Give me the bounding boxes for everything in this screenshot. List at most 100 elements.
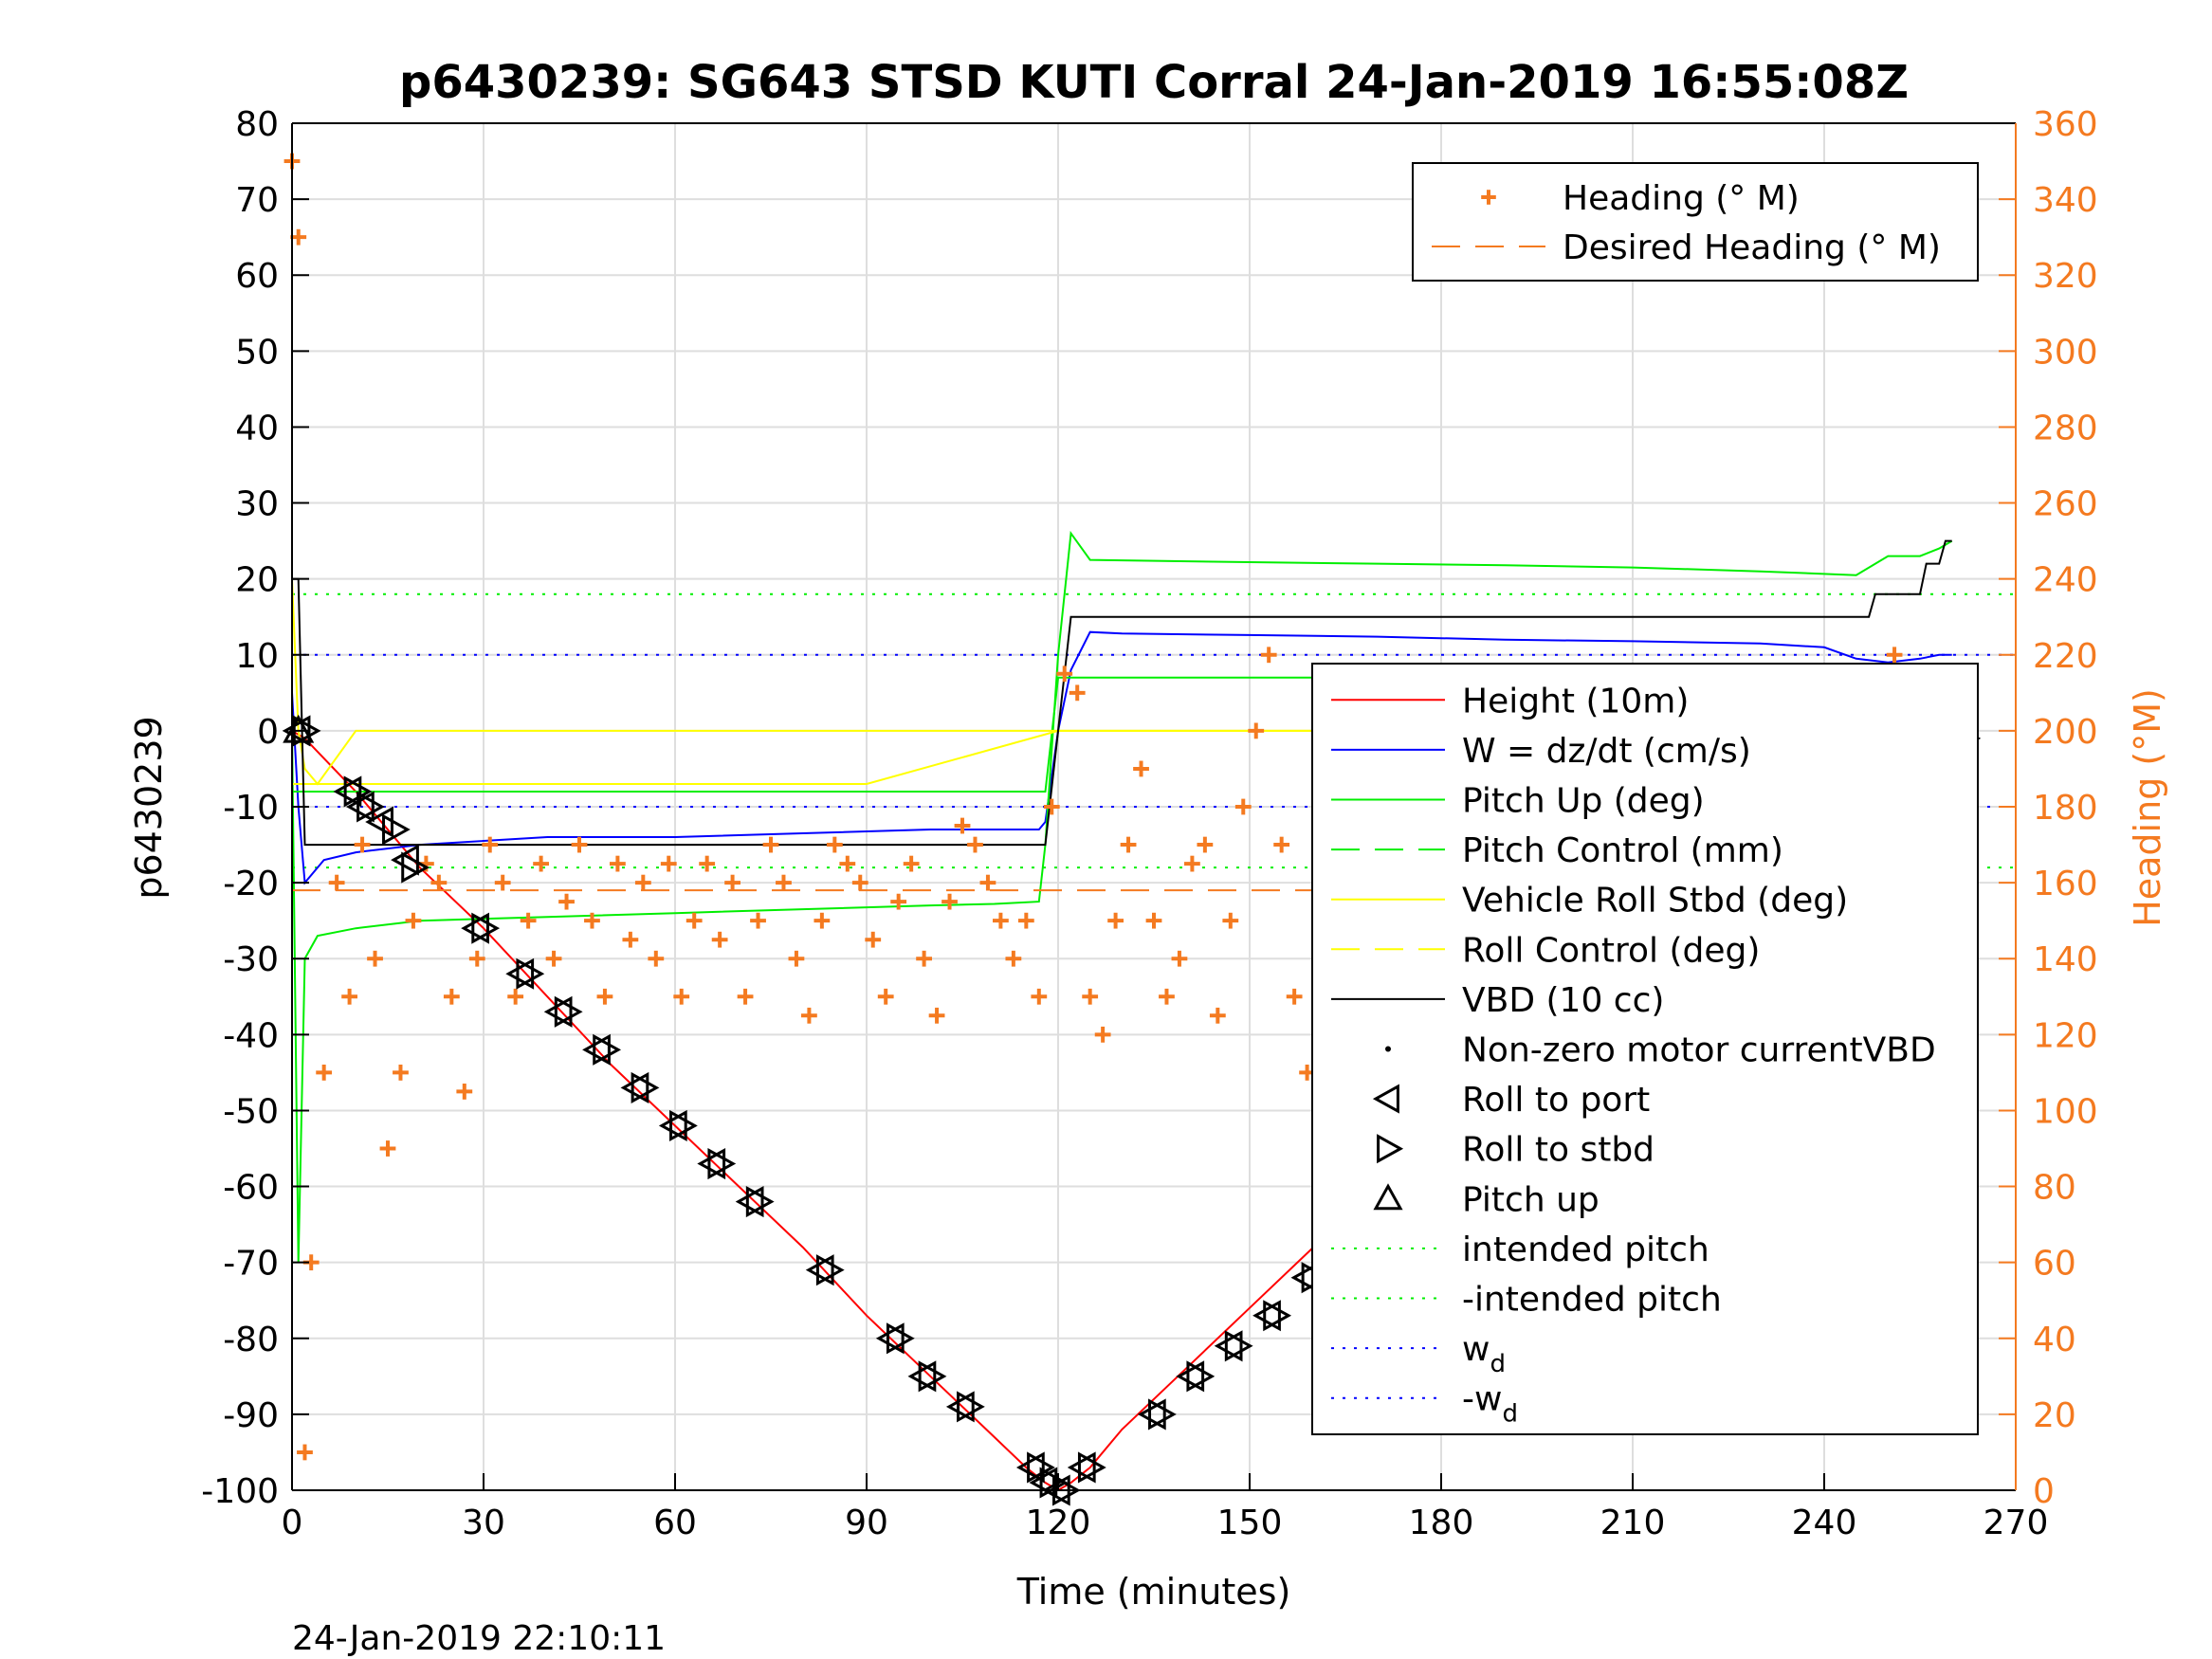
data-point-heading-m	[890, 893, 907, 910]
data-point-heading-m	[903, 855, 920, 872]
data-point-heading-m	[724, 874, 740, 891]
legend-main-entry-intended-pitch-12: -intended pitch	[1331, 1281, 1722, 1320]
y-right-tick-label: 340	[2033, 181, 2098, 220]
y-right-tick-label: 40	[2033, 1321, 2076, 1359]
data-point-roll-to-stbd	[669, 1109, 698, 1142]
y-right-tick-label: 160	[2033, 865, 2098, 903]
y-right-tick-label: 300	[2033, 333, 2098, 372]
data-point-heading-m	[443, 988, 460, 1005]
data-point-heading-m	[571, 836, 588, 853]
data-point-heading-m	[1133, 760, 1149, 777]
legend-main-entry-non-zero-motor-currentvbd-7: Non-zero motor currentVBD	[1385, 1031, 1936, 1070]
data-point-roll-to-port	[697, 1147, 726, 1180]
data-point-heading-m	[1056, 665, 1073, 683]
data-point-heading-m	[520, 912, 537, 929]
data-point-roll-to-port	[391, 844, 419, 876]
data-point-roll-to-stbd	[356, 791, 385, 823]
data-point-heading-m	[328, 874, 345, 891]
legend-main-label: intended pitch	[1462, 1231, 1709, 1269]
y-tick-label: -90	[223, 1396, 279, 1435]
data-point-heading-m	[928, 1007, 945, 1024]
data-point-roll-to-stbd	[471, 912, 501, 944]
data-point-heading-m	[1209, 1007, 1226, 1024]
data-point-heading-m	[1017, 912, 1034, 929]
data-point-roll-to-port	[658, 1109, 687, 1142]
x-tick-label: 210	[1600, 1504, 1666, 1542]
x-tick-label: 270	[1983, 1504, 2049, 1542]
x-tick-label: 150	[1217, 1504, 1283, 1542]
y-right-tick-label: 0	[2033, 1472, 2055, 1511]
legend-main-entry-pitch-up-10: Pitch up	[1373, 1180, 1600, 1219]
data-point-heading-m	[596, 988, 613, 1005]
data-point-heading-m	[494, 874, 511, 891]
y-tick-label: 60	[235, 257, 279, 296]
data-point-heading-m	[584, 912, 600, 929]
data-point-roll-to-port	[582, 1033, 611, 1066]
data-point-heading-m	[393, 1064, 409, 1081]
x-tick-label: 90	[845, 1504, 888, 1542]
data-point-heading-m	[367, 950, 383, 967]
legend-main-entry-vbd-10-cc-6: VBD (10 cc)	[1331, 981, 1664, 1020]
data-point-heading-m	[877, 988, 894, 1005]
data-point-heading-m	[1107, 912, 1124, 929]
data-point-roll-to-port	[505, 957, 535, 990]
y-tick-label: 10	[235, 637, 279, 676]
data-point-roll-to-stbd	[593, 1033, 622, 1066]
legend-heading-swatch	[1481, 190, 1496, 205]
y-tick-label: -70	[223, 1245, 279, 1284]
data-point-roll-to-stbd	[1077, 1451, 1106, 1484]
data-point-heading-m	[533, 855, 549, 872]
data-point-heading-m	[456, 1084, 473, 1100]
data-point-heading-m	[341, 988, 357, 1005]
data-point-heading-m	[788, 950, 805, 967]
data-point-heading-m	[699, 855, 716, 872]
chart-title: p6430239: SG643 STSD KUTI Corral 24-Jan-…	[399, 56, 1909, 109]
y-right-tick-label: 180	[2033, 789, 2098, 828]
y-right-tick-label: 240	[2033, 561, 2098, 600]
legend-main-label: -intended pitch	[1462, 1281, 1722, 1320]
data-point-heading-m	[1197, 836, 1214, 853]
y-right-tick-label: 260	[2033, 485, 2098, 524]
legend-main-label: Roll Control (deg)	[1462, 931, 1760, 970]
y-tick-label: -40	[223, 1016, 279, 1055]
data-point-heading-m	[1120, 836, 1137, 853]
data-point-heading-m	[545, 950, 562, 967]
data-point-roll-to-stbd	[382, 813, 411, 846]
y-tick-label: 70	[235, 181, 279, 220]
x-tick-label: 120	[1026, 1504, 1091, 1542]
y-right-tick-label: 200	[2033, 713, 2098, 752]
y-tick-label: 50	[235, 333, 279, 372]
x-tick-label: 0	[282, 1504, 303, 1542]
data-point-heading-m	[673, 988, 690, 1005]
data-point-heading-m	[1184, 855, 1200, 872]
y-tick-label: -60	[223, 1169, 279, 1208]
data-point-roll-to-stbd	[554, 995, 583, 1028]
data-point-heading-m	[558, 893, 575, 910]
legend-main-label: W = dz/dt (cm/s)	[1462, 732, 1751, 771]
data-point-roll-to-stbd	[957, 1391, 985, 1423]
data-point-heading-m	[507, 988, 524, 1005]
data-point-heading-m	[610, 855, 626, 872]
data-point-roll-to-port	[1176, 1360, 1205, 1393]
data-point-roll-to-port	[333, 775, 362, 808]
x-tick-label: 60	[653, 1504, 697, 1542]
legend-heading-box	[1412, 162, 1979, 282]
data-point-heading-m	[686, 912, 703, 929]
data-point-roll-to-stbd	[815, 1254, 845, 1286]
data-point-heading-m	[814, 912, 831, 929]
x-tick-label: 240	[1792, 1504, 1857, 1542]
data-point-roll-to-port	[1252, 1300, 1281, 1332]
data-point-heading-m	[1159, 988, 1175, 1005]
data-point-heading-m	[468, 950, 485, 967]
legend-main-entry-roll-to-port-8: Roll to port	[1372, 1081, 1650, 1120]
data-point-heading-m	[660, 855, 677, 872]
data-point-heading-m	[405, 912, 422, 929]
data-point-heading-m	[1082, 988, 1099, 1005]
data-point-heading-m	[379, 1140, 396, 1157]
data-point-heading-m	[801, 1007, 817, 1024]
data-point-heading-m	[762, 836, 779, 853]
data-point-heading-m	[634, 874, 651, 891]
data-point-roll-to-port	[805, 1254, 834, 1286]
y-right-tick-label: 120	[2033, 1016, 2098, 1055]
